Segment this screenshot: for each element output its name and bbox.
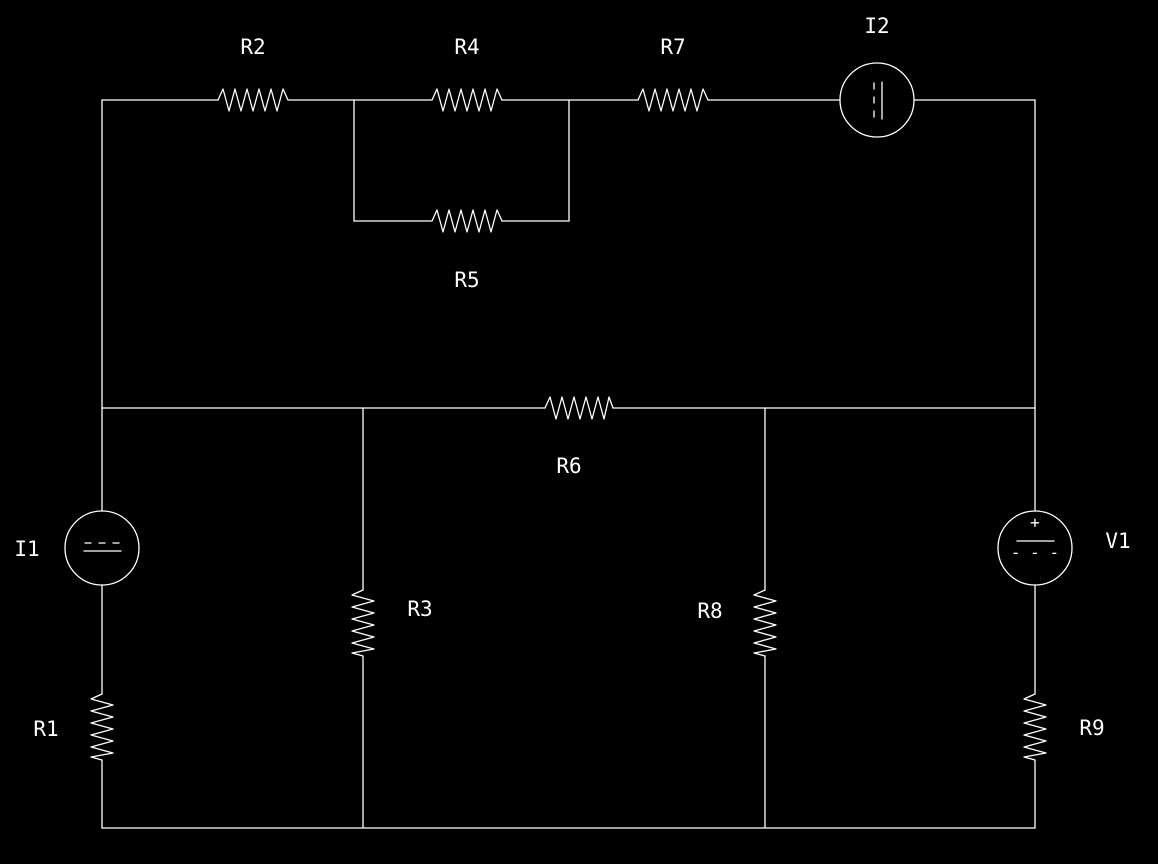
- v1-plus-sign: +: [1030, 513, 1040, 532]
- i1-circle: [64, 510, 140, 586]
- label-r4: R4: [454, 35, 479, 59]
- label-r8: R8: [697, 599, 722, 623]
- wires: [101, 99, 1036, 829]
- label-r2: R2: [240, 35, 265, 59]
- label-i2: I2: [864, 14, 889, 38]
- i2-circle: [839, 62, 915, 138]
- label-r3: R3: [407, 597, 432, 621]
- resistor-r7[interactable]: [637, 88, 709, 112]
- resistor-r5[interactable]: [431, 209, 503, 233]
- label-r1: R1: [33, 717, 58, 741]
- resistor-r8[interactable]: [753, 589, 777, 657]
- resistor-r9[interactable]: [1023, 693, 1047, 761]
- v1-minus-sign: - - -: [1011, 543, 1059, 562]
- label-r5: R5: [454, 268, 479, 292]
- label-i1: I1: [14, 537, 39, 561]
- v1-circle: [997, 510, 1073, 586]
- current-source-i2[interactable]: [839, 62, 915, 138]
- label-v1: V1: [1105, 529, 1130, 553]
- resistor-r1[interactable]: [90, 693, 114, 761]
- voltage-source-v1[interactable]: + - - -: [997, 510, 1073, 586]
- resistor-r6[interactable]: [544, 396, 614, 420]
- resistor-r3[interactable]: [351, 589, 375, 657]
- resistor-r4[interactable]: [431, 88, 503, 112]
- label-r7: R7: [660, 35, 685, 59]
- label-r6: R6: [556, 454, 581, 478]
- current-source-i1[interactable]: [64, 510, 140, 586]
- component-labels: R2 R4 R7 I2 R5 R6 I1 V1 R3 R8 R1 R9: [14, 14, 1130, 741]
- resistor-r2[interactable]: [217, 88, 289, 112]
- label-r9: R9: [1079, 716, 1104, 740]
